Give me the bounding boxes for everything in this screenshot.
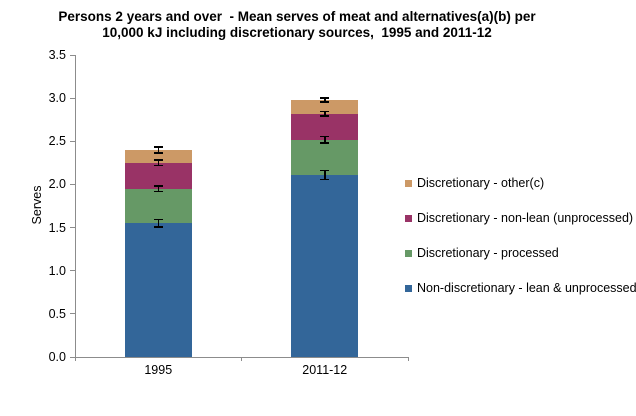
- legend-label: Discretionary - other(c): [417, 176, 545, 190]
- legend-swatch-icon: [405, 214, 412, 222]
- y-axis-tick: [70, 270, 75, 272]
- chart-title-line1: Persons 2 years and over - Mean serves o…: [58, 9, 536, 24]
- error-bar-cap: [153, 146, 163, 148]
- plot-area: [75, 55, 409, 358]
- error-bar-cap: [320, 101, 330, 103]
- error-bar-cap: [153, 159, 163, 161]
- y-axis-tick-label: 0.0: [48, 350, 66, 364]
- y-axis-tick-label: 1.5: [48, 220, 66, 235]
- bar-segment-non-discretionary-lean-unprocessed: [291, 174, 359, 357]
- error-bar-cap: [153, 226, 163, 228]
- legend-swatch-icon: [405, 249, 412, 257]
- legend-swatch-icon: [405, 179, 412, 187]
- x-axis-tick: [241, 357, 242, 361]
- error-bar-stem: [157, 219, 159, 227]
- error-bar-cap: [153, 152, 163, 154]
- error-bar-stem: [157, 186, 159, 192]
- y-axis-tick: [70, 54, 75, 56]
- chart-title: Persons 2 years and over - Mean serves o…: [0, 9, 594, 41]
- y-axis-tick-label: 3.5: [48, 48, 66, 62]
- legend-item: Discretionary - other(c): [405, 176, 636, 190]
- bar-segment-discretionary-other-c-: [291, 99, 359, 114]
- error-bar-cap: [320, 142, 330, 144]
- legend-label: Discretionary - processed: [417, 246, 559, 260]
- error-bar-cap: [320, 110, 330, 113]
- y-axis-tick-label: 0.5: [48, 306, 66, 321]
- y-axis-tick: [70, 183, 75, 185]
- x-axis-tick: [407, 357, 409, 361]
- y-axis-tick: [70, 227, 75, 229]
- y-axis-tick: [70, 313, 75, 315]
- x-axis-tick: [74, 357, 76, 361]
- bar-segment-non-discretionary-lean-unprocessed: [124, 223, 192, 357]
- error-bar-stem: [324, 111, 326, 116]
- legend-label: Discretionary - non-lean (unprocessed): [417, 211, 634, 225]
- bar-segment-discretionary-non-lean-unprocessed-: [291, 113, 359, 140]
- legend-item: Discretionary - processed: [405, 246, 636, 260]
- legend-swatch-icon: [405, 284, 412, 292]
- error-bar-cap: [320, 169, 330, 172]
- y-axis-tick: [70, 140, 75, 142]
- error-bar-stem: [324, 136, 326, 143]
- legend-label: Non-discretionary - lean & unprocessed: [417, 281, 636, 295]
- x-category-label: 2011-12: [302, 363, 348, 377]
- bar-segment-discretionary-other-c-: [124, 149, 192, 163]
- error-bar-cap: [320, 178, 330, 181]
- y-axis-tick: [70, 356, 75, 358]
- error-bar-cap: [153, 190, 163, 193]
- y-axis-tick-label: 2.5: [48, 134, 66, 149]
- legend-item: Non-discretionary - lean & unprocessed: [405, 281, 636, 295]
- bar-segment-discretionary-processed: [291, 139, 359, 175]
- y-axis-tick-label: 2.0: [48, 177, 66, 192]
- error-bar-stem: [324, 98, 326, 102]
- error-bar-cap: [153, 218, 163, 221]
- error-bar-cap: [153, 185, 163, 187]
- y-axis-tick-label: 3.0: [48, 91, 66, 106]
- y-axis-tick: [70, 97, 75, 99]
- error-bar-stem: [157, 147, 159, 153]
- legend: Discretionary - other(c) Discretionary - …: [405, 176, 636, 317]
- legend-item: Discretionary - non-lean (unprocessed): [405, 211, 636, 225]
- chart-title-line2: 10,000 kJ including discretionary source…: [102, 25, 492, 40]
- error-bar-cap: [153, 164, 163, 167]
- error-bar-cap: [320, 135, 330, 138]
- error-bar-stem: [324, 170, 326, 180]
- bar-segment-discretionary-non-lean-unprocessed-: [124, 162, 192, 189]
- error-bar-cap: [320, 97, 330, 99]
- error-bar-cap: [320, 115, 330, 117]
- error-bar-stem: [157, 160, 159, 166]
- y-axis-tick-label: 1.0: [48, 263, 66, 278]
- x-category-label: 1995: [144, 363, 173, 377]
- bar-segment-discretionary-processed: [124, 188, 192, 224]
